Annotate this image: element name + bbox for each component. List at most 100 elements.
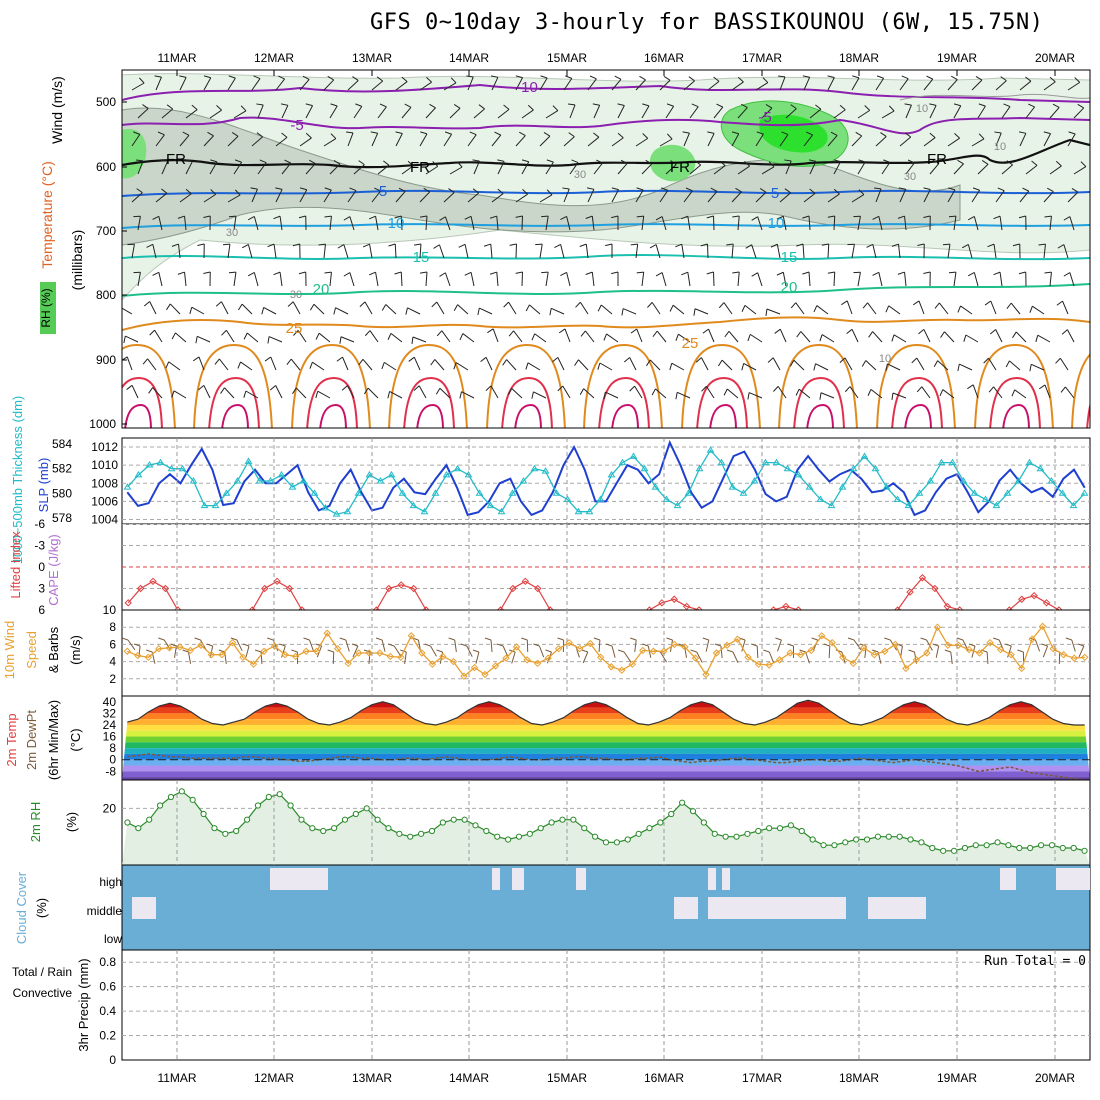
upper-barb-shaft	[820, 392, 835, 399]
upper-barb-shaft	[661, 272, 667, 287]
upper-barb-flag	[166, 104, 174, 110]
upper-barb-flag	[358, 358, 364, 366]
wind10m-barb-shaft	[696, 651, 703, 663]
upper-barb-flag	[419, 271, 428, 274]
rh2m-point	[592, 833, 599, 840]
upper-barb-shaft	[687, 272, 691, 287]
wind10m-point	[733, 635, 742, 643]
temp2m-line	[127, 699, 1085, 726]
upper-barb-flag	[932, 159, 940, 164]
upper-barb-shaft	[179, 77, 187, 91]
upper-barb-flag	[423, 187, 430, 193]
upper-barb-shaft	[369, 244, 373, 259]
upper-barb-shaft	[953, 216, 957, 231]
upper-barb-shaft	[713, 165, 726, 175]
rh2m-point	[124, 819, 131, 826]
thickness-point	[1069, 501, 1078, 509]
rh2m-point	[929, 844, 936, 852]
upper-barb-flag	[649, 244, 657, 249]
wind10m-point	[839, 653, 847, 662]
upper-barb-shaft	[972, 384, 979, 399]
wind10m-point	[1081, 653, 1089, 662]
upper-barb-shaft	[587, 189, 595, 203]
upper-barb-shaft	[152, 244, 157, 259]
upper-barb-flag	[589, 75, 597, 80]
upper-barb-shaft	[467, 134, 477, 147]
wind10m-label-2: Speed	[24, 631, 39, 669]
upper-barb-flag	[368, 271, 376, 276]
wind10m-point	[1017, 664, 1026, 673]
upper-barb-flag	[1011, 389, 1016, 397]
upper-barb-shaft	[689, 106, 699, 119]
upper-barb-shaft	[457, 304, 469, 315]
rh2m-point	[276, 791, 283, 798]
thickness-point	[794, 470, 803, 478]
upper-barb-flag	[444, 131, 452, 135]
upper-barb-shaft	[491, 193, 504, 203]
slp-line	[126, 439, 1086, 517]
rh2m-point	[711, 830, 718, 837]
upper-barb-flag	[907, 159, 915, 164]
upper-barb-shaft	[802, 243, 805, 259]
upper-barb-flag	[967, 272, 975, 277]
upper-barb-shaft	[281, 162, 292, 175]
upper-barb-flag	[324, 187, 332, 191]
thickness-point	[123, 483, 132, 490]
wind10m-barb-shaft	[502, 645, 509, 658]
wind10m-point	[291, 652, 300, 661]
upper-barb-flag	[210, 159, 218, 163]
upper-barb-flag	[762, 77, 769, 83]
upper-barb-shaft	[659, 79, 671, 91]
upper-barb-shaft	[809, 161, 817, 175]
upper-barb-flag	[381, 362, 385, 370]
rh2m-point	[983, 842, 990, 849]
upper-barb-shaft	[227, 77, 236, 91]
upper-barb-shaft	[857, 216, 861, 231]
upper-barb-shaft	[125, 335, 139, 343]
thickness-point	[772, 458, 781, 466]
upper-barb-flag	[950, 75, 958, 81]
slp-series	[123, 439, 1089, 517]
upper-barb-flag	[327, 75, 334, 81]
top-date-label: 14MAR	[449, 51, 489, 65]
upper-barb-shaft	[851, 77, 860, 91]
upper-barb-shaft	[918, 300, 925, 315]
thickness-point	[310, 489, 319, 496]
top-date-label: 12MAR	[254, 51, 294, 65]
upper-barb-flag	[1046, 187, 1054, 193]
upper-barb-shaft	[197, 335, 211, 343]
upper-barb-shaft	[904, 272, 907, 287]
upper-barb-flag	[549, 308, 552, 316]
upper-barb-shaft	[744, 304, 757, 315]
upper-barb-shaft	[155, 192, 168, 203]
upper-barb-flag	[611, 187, 619, 191]
upper-barb-shaft	[563, 188, 570, 203]
upper-barb-flag	[833, 159, 841, 163]
rh2m-point	[1005, 842, 1012, 849]
upper-barb-shaft	[694, 308, 709, 315]
upper-barb-shaft	[635, 244, 639, 259]
wind10m-point	[786, 649, 794, 657]
upper-barb-shaft	[683, 190, 693, 203]
wind10m-barb-flag	[799, 649, 806, 653]
upper-barb-flag	[1077, 103, 1084, 109]
upper-barb-flag	[1080, 161, 1087, 167]
upper-barb-flag	[497, 159, 505, 162]
pressure-tick-label: 600	[96, 160, 116, 174]
upper-barb-shaft	[665, 164, 677, 175]
upper-barb-shaft	[988, 357, 997, 371]
upper-barb-flag	[256, 132, 263, 138]
upper-barb-shaft	[731, 133, 740, 147]
upper-barb-flag	[256, 103, 264, 106]
bottom-date-label: 14MAR	[449, 1071, 489, 1085]
upper-barb-shaft	[827, 243, 830, 259]
wind10m-point	[575, 644, 584, 653]
lifted-point	[546, 606, 554, 610]
upper-barb-flag	[597, 362, 601, 370]
wind10m-barb-flag	[1065, 637, 1072, 641]
upper-barb-shaft	[721, 359, 733, 371]
upper-barb-shaft	[473, 108, 485, 119]
upper-barb-shaft	[938, 302, 949, 315]
wind10m-barb-shaft	[777, 639, 782, 652]
